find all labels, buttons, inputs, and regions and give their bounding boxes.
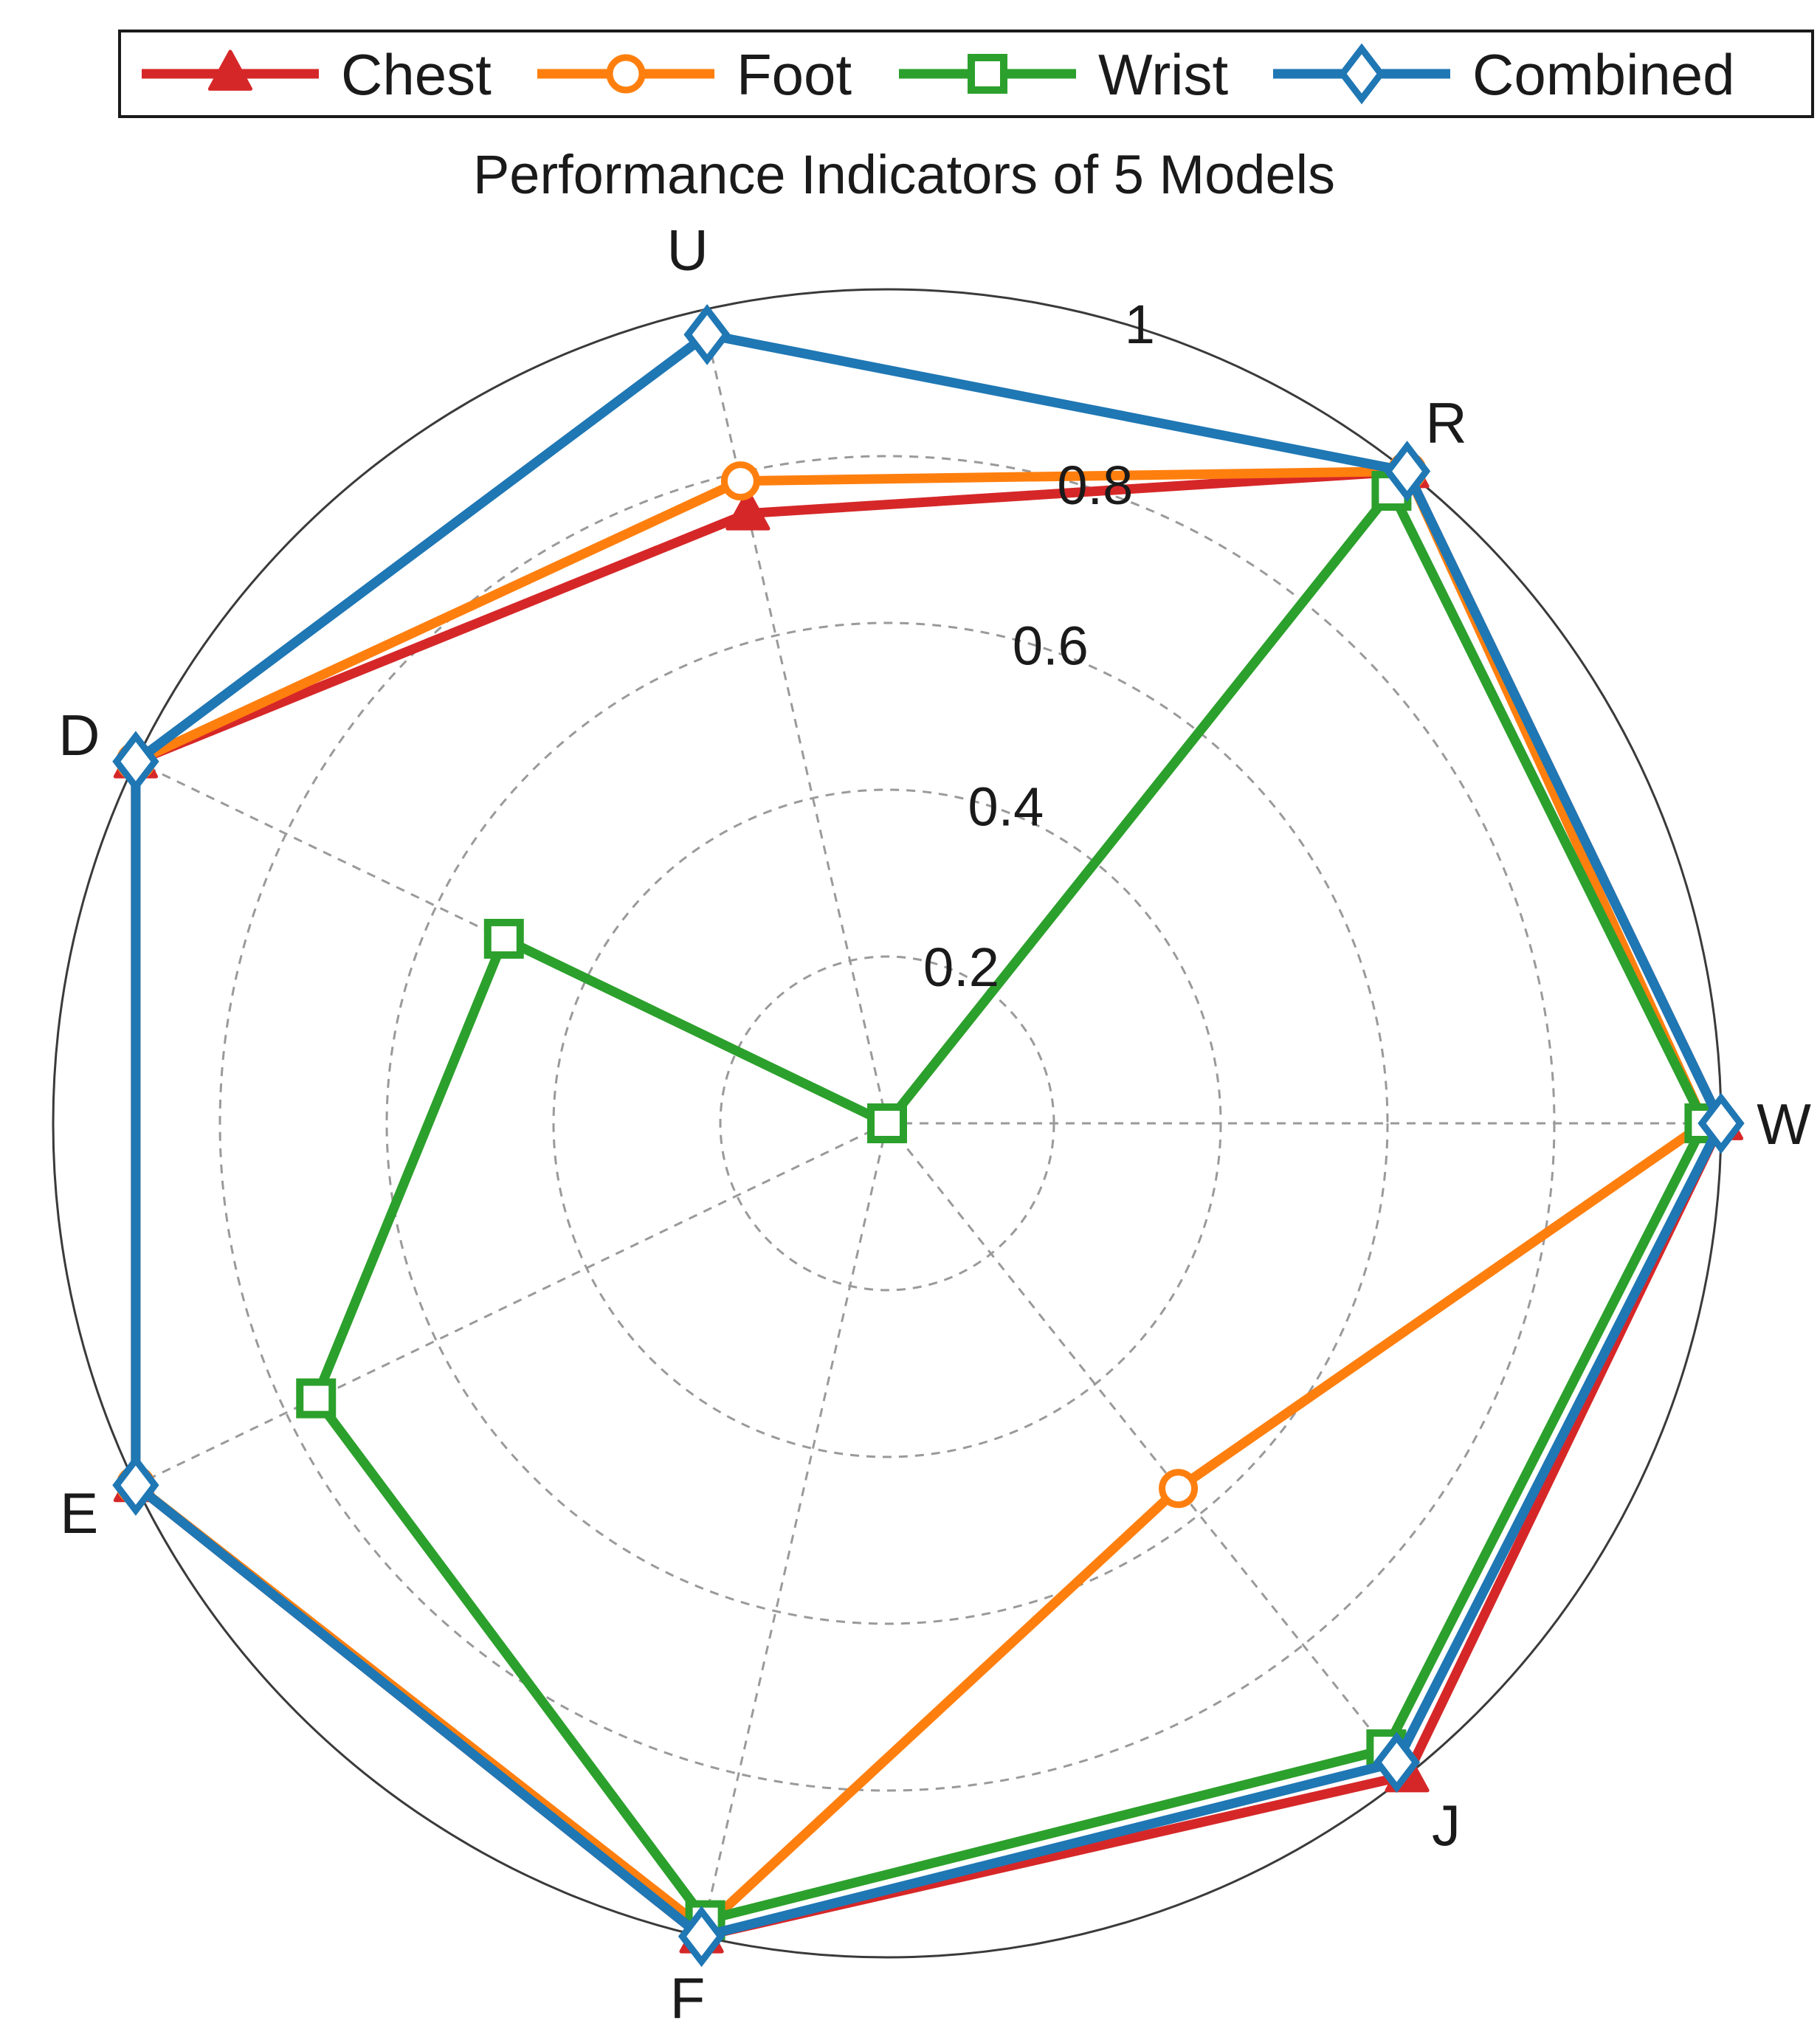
grid-ring-2 [385,621,1389,1625]
axis-label-j: J [1432,1793,1461,1858]
point-combined-f [678,1906,725,1968]
axis-label-e: E [60,1481,98,1545]
legend-marker-chest [207,49,253,91]
series-layer [112,303,1745,1968]
series-combined [112,303,1745,1968]
axis-label-f: F [670,1966,706,2031]
axis-labels: W R U D E F J [58,217,1811,2030]
axis-label-w: W [1757,1092,1811,1157]
r-tick-label: 0.2 [923,937,999,998]
legend-label-wrist: Wrist [1098,42,1229,107]
point-wrist-u [867,1103,907,1143]
r-tick-label: 0.8 [1057,455,1133,516]
legend: Chest Foot Wrist Combined [118,30,1814,118]
r-tick-label: 0.4 [968,776,1044,837]
point-combined-d [112,731,159,793]
series-line-wrist [311,486,1709,1926]
axis-label-u: U [666,217,708,282]
point-foot-u [720,461,760,501]
point-combined-u [683,303,731,365]
legend-marker-wrist [968,54,1007,94]
legend-item-chest[interactable]: Chest [142,42,492,107]
point-foot-j [1159,1469,1199,1509]
point-combined-j [1373,1731,1421,1793]
legend-label-foot: Foot [737,42,852,107]
series-wrist [296,471,1725,1940]
point-combined-r [1383,441,1431,502]
legend-marker-foot [606,54,646,94]
point-wrist-d [483,918,524,959]
point-combined-e [112,1454,159,1516]
r-tick-label: 1 [1125,294,1155,355]
legend-item-wrist[interactable]: Wrist [899,42,1229,107]
legend-label-chest: Chest [341,42,492,107]
chart-title: Performance Indicators of 5 Models [473,144,1335,205]
axis-label-d: D [58,703,100,768]
point-wrist-e [296,1378,337,1419]
point-combined-w [1697,1092,1745,1154]
series-line-combined [131,329,1726,1942]
axis-label-r: R [1425,390,1466,455]
legend-item-combined[interactable]: Combined [1273,42,1735,107]
legend-label-combined: Combined [1472,42,1735,107]
legend-marker-combined [1338,43,1385,105]
r-tick-label: 0.6 [1013,616,1089,677]
radial-tick-labels: 0.2 0.4 0.6 0.8 1 [923,294,1155,998]
point-chest-u [725,489,771,531]
legend-item-foot[interactable]: Foot [537,42,852,107]
